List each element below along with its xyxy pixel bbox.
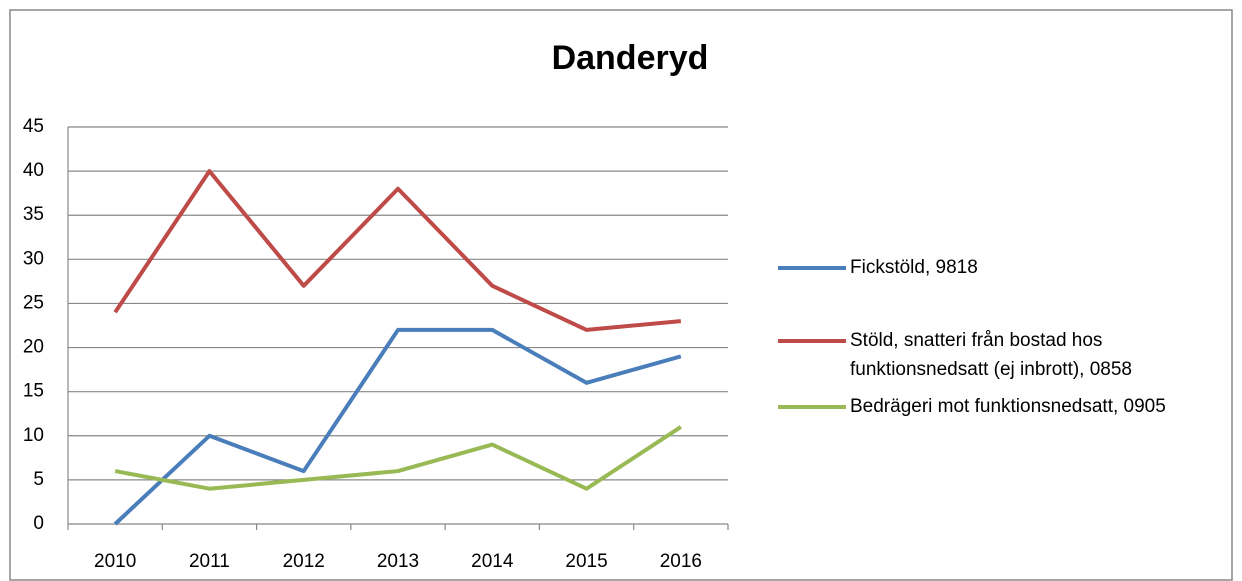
legend-label: Fickstöld, 9818 xyxy=(850,257,978,278)
y-tick-label: 30 xyxy=(23,248,44,269)
y-tick-label: 40 xyxy=(23,160,44,181)
x-tick-label: 2010 xyxy=(94,551,136,572)
y-tick-label: 15 xyxy=(23,381,44,402)
x-tick-label: 2014 xyxy=(471,551,514,572)
y-tick-label: 35 xyxy=(23,204,44,225)
x-tick-label: 2016 xyxy=(660,551,702,572)
x-tick-label: 2012 xyxy=(283,551,325,572)
chart-frame xyxy=(9,9,1233,581)
y-tick-label: 0 xyxy=(33,513,44,534)
y-tick-label: 45 xyxy=(23,116,44,137)
legend-label: Stöld, snatteri från bostad hos funktion… xyxy=(850,330,1133,380)
series-line xyxy=(114,425,682,491)
chart-title: Danderyd xyxy=(552,39,709,77)
x-tick-label: 2011 xyxy=(189,551,230,572)
y-tick-label: 25 xyxy=(23,292,44,313)
y-tick-label: 20 xyxy=(23,337,44,358)
x-tick-label: 2015 xyxy=(565,551,607,572)
legend-label: Bedrägeri mot funktionsnedsatt, 0905 xyxy=(850,396,1166,417)
series-line xyxy=(113,327,682,526)
y-tick-label: 5 xyxy=(33,469,44,490)
x-tick-label: 2013 xyxy=(377,551,419,572)
y-tick-label: 10 xyxy=(23,425,44,446)
series-line xyxy=(113,169,682,332)
